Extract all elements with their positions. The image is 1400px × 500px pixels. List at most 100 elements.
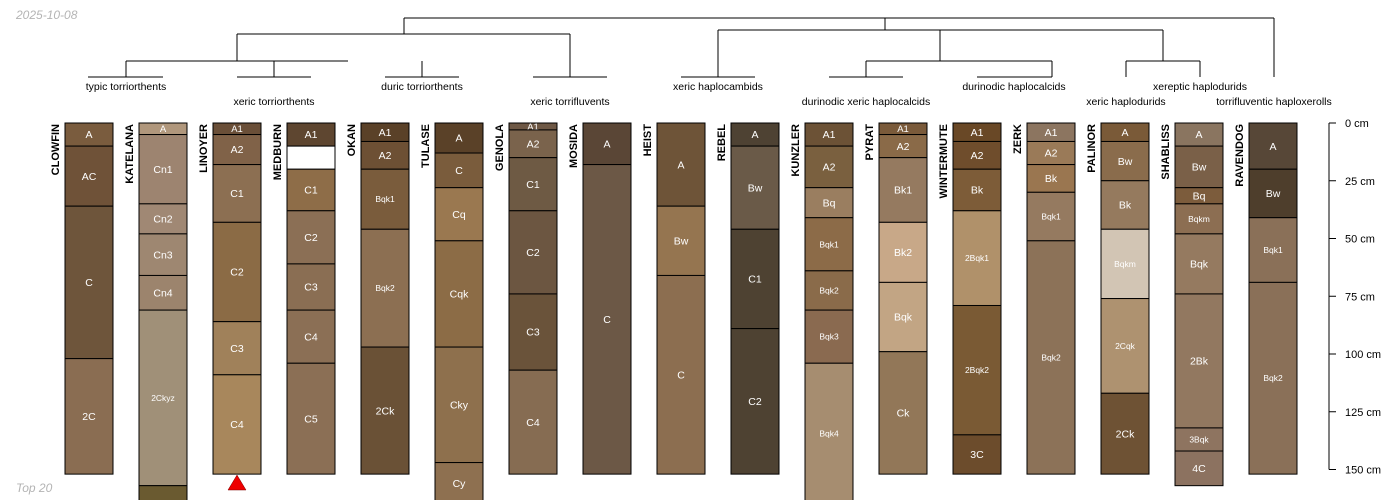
profile-name: LINOYER	[198, 124, 210, 173]
horizon-label: Cn4	[153, 287, 172, 299]
profile-name: PYRAT	[864, 124, 876, 161]
horizon	[434, 462, 484, 500]
soil-profile-palinor: PALINOR A Bw Bk Bqkm 2Cqk 2Ck	[1086, 122, 1150, 475]
horizon	[64, 145, 114, 207]
horizon	[952, 168, 1002, 212]
horizon-label: C	[455, 165, 463, 177]
soil-profile-wintermute: WINTERMUTE A1 A2 Bk 2Bqk1 2Bqk2 3C	[938, 122, 1002, 475]
horizon	[804, 187, 854, 219]
profile-name: REBEL	[716, 124, 728, 162]
soil-profile-okan: OKAN A1 A2 Bqk1 Bqk2 2Ck	[346, 122, 410, 475]
group-label-g4: xeric torrifluvents	[530, 96, 609, 108]
profile-name: OKAN	[346, 124, 358, 156]
horizon	[212, 374, 262, 475]
horizon	[804, 270, 854, 311]
profile-name: CLOWFIN	[50, 124, 62, 175]
profile-name: PALINOR	[1086, 124, 1098, 173]
horizon-label: A	[1121, 127, 1128, 139]
horizon	[1174, 450, 1224, 487]
soil-profile-linoyer: LINOYER A1 A2 C1 C2 C3 C4	[198, 122, 262, 491]
horizon-label: A	[677, 159, 684, 171]
horizon-label: A1	[1045, 127, 1058, 139]
horizon	[212, 221, 262, 323]
horizon	[64, 358, 114, 475]
horizon-label: 3Bqk	[1189, 434, 1209, 444]
horizon-label: Bqk2	[1041, 352, 1061, 362]
profile-name: ZERK	[1012, 124, 1024, 154]
soil-profile-rebel: REBEL A Bw C1 C2	[716, 122, 780, 475]
horizon-label: A	[85, 129, 92, 141]
axis-tick-label: 75 cm	[1345, 291, 1375, 303]
soil-profile-medburn: MEDBURN A1 C1 C2 C3 C4 C5	[272, 122, 336, 475]
group-labels: typic torriorthents xeric torriorthents …	[86, 81, 1332, 108]
depth-axis: 0 cm 25 cm 50 cm 75 cm 100 cm 125 cm 150 cm	[1328, 118, 1381, 477]
horizon-label: A	[1269, 141, 1276, 153]
horizon	[804, 362, 854, 500]
horizon-label: 2Bqk1	[965, 253, 989, 263]
horizon-label: A	[751, 129, 758, 141]
horizon-label: 2C	[82, 411, 96, 423]
horizon	[656, 122, 706, 207]
soil-profile-katelana: KATELANA A Cn1 Cn2 Cn3 Cn4 2Ckyz	[124, 122, 188, 500]
horizon-label: Ck	[897, 408, 911, 420]
horizon-label: 2Bqk2	[965, 365, 989, 375]
horizon	[1026, 164, 1076, 193]
horizon-label: A1	[897, 124, 909, 135]
horizon-label: Bqk1	[375, 194, 395, 204]
horizon-label: C	[85, 277, 93, 289]
horizon-label: A1	[305, 129, 318, 141]
horizon	[508, 157, 558, 212]
axis-tick-label: 125 cm	[1345, 407, 1381, 419]
horizon-label: C3	[230, 343, 244, 355]
horizon	[1100, 140, 1150, 182]
horizon-label: 2Ck	[1116, 428, 1135, 440]
horizon-label: Bqk2	[1263, 373, 1283, 383]
horizon	[286, 362, 336, 475]
horizon-label: Bk	[1119, 200, 1132, 212]
horizon-label: C4	[526, 417, 540, 429]
horizon	[730, 228, 780, 330]
horizon-label: A	[160, 124, 167, 135]
horizon-label: C2	[230, 267, 244, 279]
horizon-label: C2	[526, 247, 540, 259]
horizon	[1174, 233, 1224, 295]
horizon-label: Bk	[1045, 173, 1058, 185]
horizon	[1174, 145, 1224, 189]
soil-profile-clowfin: CLOWFIN A AC C 2C	[50, 122, 114, 475]
horizon	[212, 164, 262, 223]
horizon	[656, 205, 706, 276]
horizon	[1026, 240, 1076, 475]
horizon-label: Bqk1	[1263, 245, 1283, 255]
horizon	[1248, 281, 1298, 475]
horizon-label: Bqk	[1190, 259, 1209, 271]
profile-name: HEIST	[642, 124, 654, 157]
horizon-label: C2	[304, 232, 318, 244]
axis-tick-label: 25 cm	[1345, 176, 1375, 188]
horizon-label: Bk2	[894, 247, 912, 259]
horizon-label: Cy	[453, 478, 467, 490]
horizon-label: Bw	[748, 182, 763, 194]
horizon-label: Bqkm	[1114, 259, 1136, 269]
horizon-label: C	[677, 369, 685, 381]
group-label-g6: durinodic xeric haplocalcids	[802, 96, 930, 108]
horizon	[878, 351, 928, 475]
horizon	[878, 281, 928, 353]
profile-name: TULASE	[420, 124, 432, 168]
axis-tick-label: 100 cm	[1345, 349, 1381, 361]
horizon	[804, 309, 854, 364]
horizon-label: 2Bk	[1190, 356, 1209, 368]
horizon	[212, 321, 262, 376]
horizon	[1026, 191, 1076, 242]
axis-tick-label: 50 cm	[1345, 234, 1375, 246]
horizon-label: Bw	[1266, 188, 1281, 200]
horizon-label: A2	[231, 144, 244, 156]
horizon	[434, 240, 484, 348]
profile-name: WINTERMUTE	[938, 124, 950, 199]
profile-name: MOSIDA	[568, 124, 580, 168]
horizon-label: Bw	[1118, 156, 1133, 168]
soil-profile-pyrat: PYRAT A1 A2 Bk1 Bk2 Bqk Ck	[864, 122, 928, 475]
horizon-label: A	[1195, 129, 1202, 141]
profile-name: KUNZLER	[790, 124, 802, 177]
group-label-g9: xereptic haplodurids	[1153, 81, 1247, 93]
